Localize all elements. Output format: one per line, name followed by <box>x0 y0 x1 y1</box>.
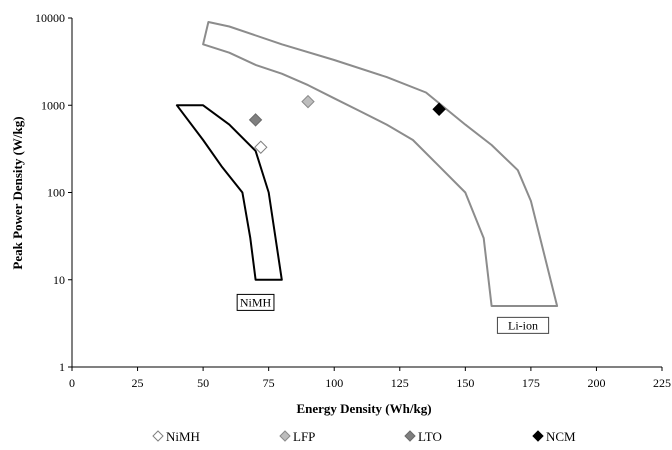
region-label-li-ion: Li-ion <box>508 318 538 332</box>
legend-label-lfp: LFP <box>293 429 315 444</box>
x-tick-label: 200 <box>587 376 605 390</box>
region-label-nimh: NiMH <box>240 295 272 309</box>
x-tick-label: 150 <box>456 376 474 390</box>
legend-label-ncm: NCM <box>546 429 576 444</box>
x-tick-label: 75 <box>263 376 275 390</box>
y-axis-title: Peak Power Density (W/kg) <box>10 116 25 269</box>
points-layer <box>248 94 446 154</box>
legend-label-lto: LTO <box>418 429 442 444</box>
point-lfp <box>301 94 315 109</box>
x-tick-label: 25 <box>132 376 144 390</box>
x-tick-label: 50 <box>197 376 209 390</box>
y-tick-label: 10000 <box>35 11 65 25</box>
y-tick-label: 1000 <box>41 98 65 112</box>
legend-marker-ncm <box>532 430 544 442</box>
point-nimh <box>254 140 268 154</box>
regions-layer: NiMH Li-ion <box>175 21 559 334</box>
x-tick-label: 100 <box>325 376 343 390</box>
legend-label-nimh: NiMH <box>166 429 200 444</box>
region-li-ion <box>202 21 559 307</box>
x-tick-label: 0 <box>69 376 75 390</box>
y-tick-label: 1 <box>59 360 65 374</box>
point-ncm <box>432 102 446 116</box>
legend: NiMH LFP LTO NCM <box>152 429 576 444</box>
x-axis-title: Energy Density (Wh/kg) <box>296 401 431 416</box>
legend-marker-nimh <box>152 430 164 442</box>
region-label-box-li-ion <box>496 316 550 334</box>
axes-layer: 0 25 50 75 100 125 150 175 200 225 1 10 100 1000 10000 <box>35 11 671 390</box>
x-tick-label: 125 <box>391 376 409 390</box>
legend-marker-lto <box>404 430 416 442</box>
region-nimh <box>175 104 283 281</box>
region-label-box-nimh <box>236 293 275 311</box>
y-tick-label: 10 <box>53 273 65 287</box>
x-tick-label: 225 <box>653 376 671 390</box>
y-tick-label: 100 <box>47 186 65 200</box>
legend-marker-lfp <box>279 430 291 442</box>
point-lto <box>248 113 263 127</box>
x-tick-label: 175 <box>522 376 540 390</box>
